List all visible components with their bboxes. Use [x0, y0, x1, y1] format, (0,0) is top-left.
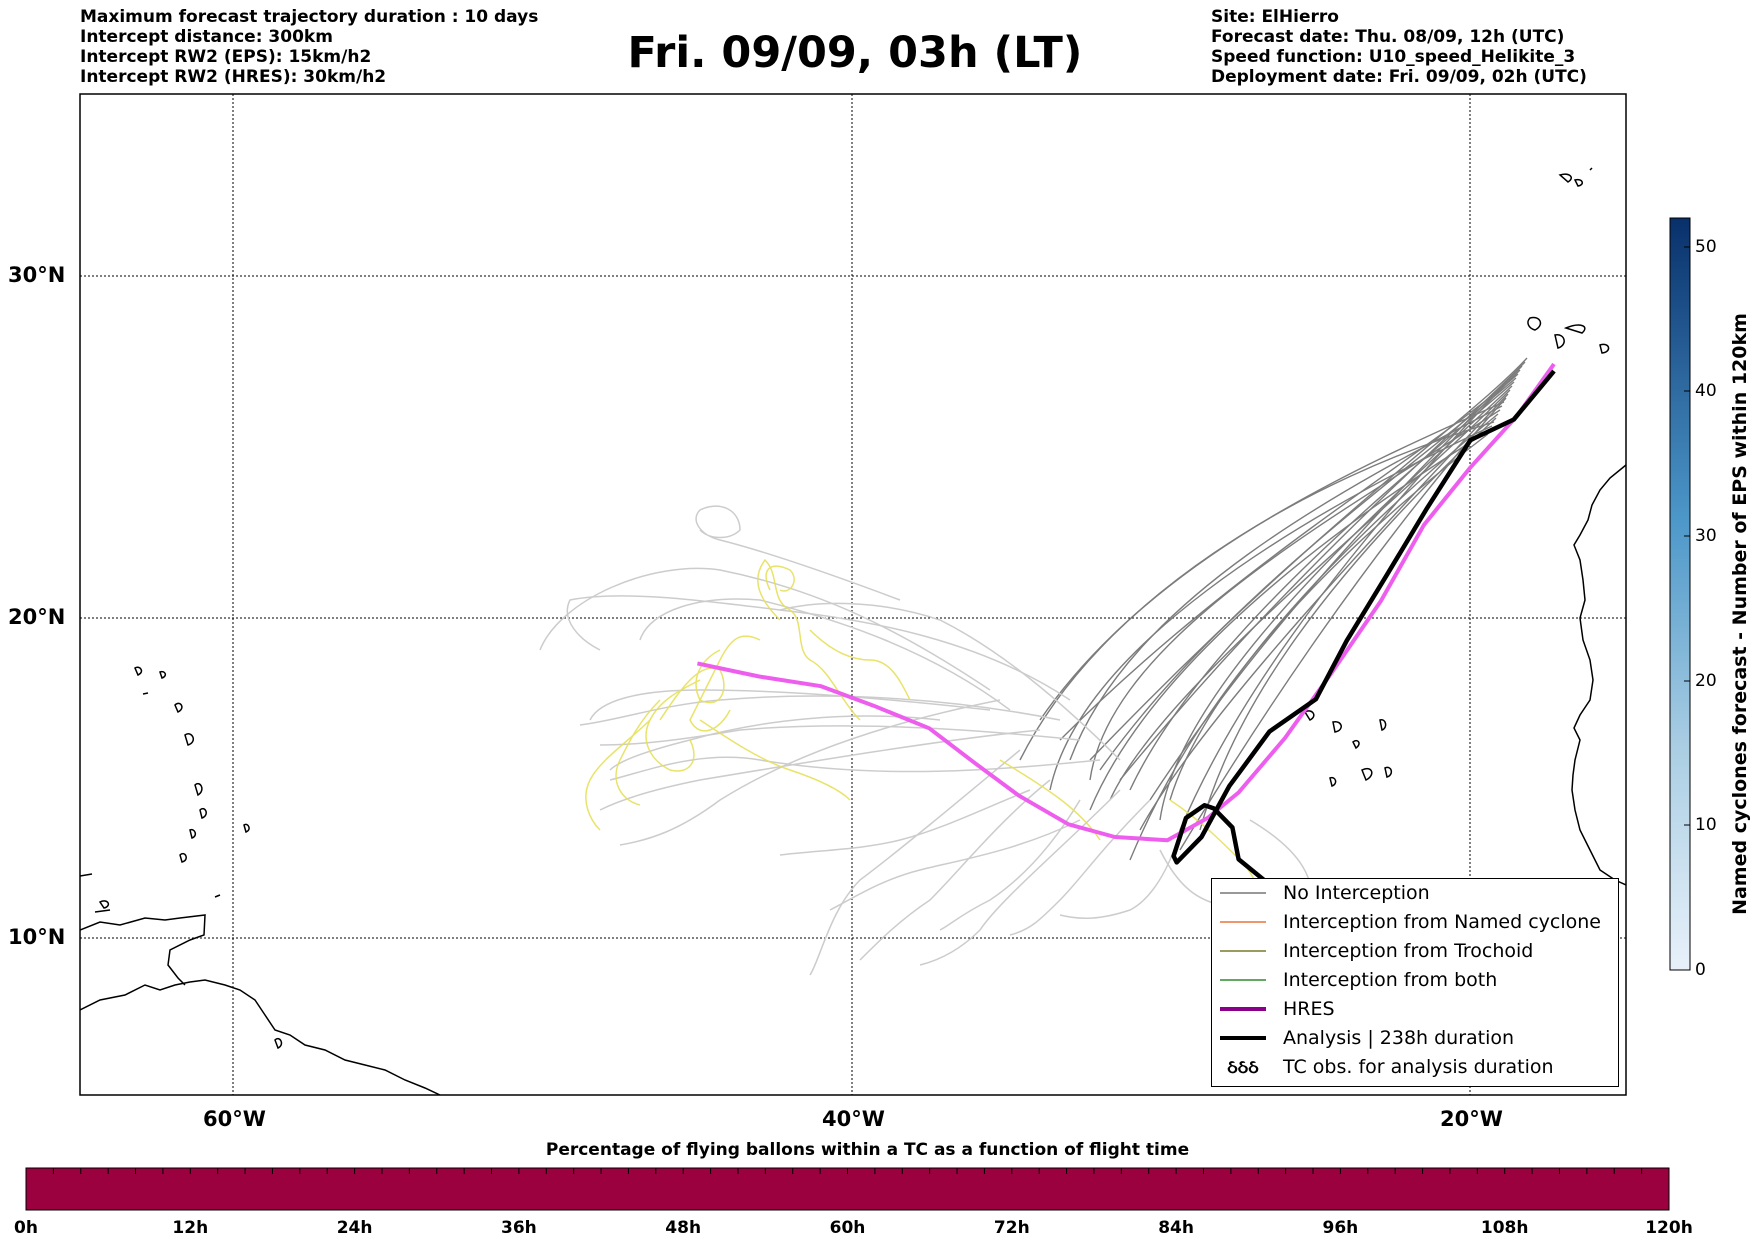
- colorbar-horizontal: [25, 1167, 1670, 1211]
- lesser-antilles: [80, 666, 283, 1049]
- south-america-coast: [80, 979, 441, 1095]
- header-right-line: Forecast date: Thu. 08/09, 12h (UTC): [1211, 27, 1565, 47]
- legend-swatch-analysis: [1220, 1036, 1266, 1040]
- legend-item-no-interception: No Interception: [1220, 881, 1430, 905]
- header-right-info: Site: ElHierro Forecast date: Thu. 08/09…: [1211, 7, 1587, 87]
- canary-islands: [1527, 316, 1610, 354]
- colorbar-vertical-tick-label: 40: [1695, 381, 1717, 401]
- legend-item-tc-obs: ઠઠઠ TC obs. for analysis duration: [1220, 1055, 1554, 1079]
- eps-trajectories-decayed: [539, 505, 1314, 976]
- colorbar-horizontal-tick-label: 120h: [1645, 1218, 1693, 1238]
- header-left-line: Maximum forecast trajectory duration : 1…: [80, 7, 539, 27]
- west-africa-coast: [1571, 464, 1626, 886]
- legend-item-analysis: Analysis | 238h duration: [1220, 1026, 1514, 1050]
- page-title: Fri. 09/09, 03h (LT): [627, 28, 1083, 78]
- header-left-line: Intercept RW2 (HRES): 30km/h2: [80, 67, 387, 87]
- colorbar-horizontal-tick-label: 0h: [14, 1218, 38, 1238]
- lat-label-30n: 30°N: [8, 263, 66, 287]
- legend-item-hres: HRES: [1220, 997, 1335, 1021]
- colorbar-horizontal-tick-label: 12h: [172, 1218, 209, 1238]
- header-left-info: Maximum forecast trajectory duration : 1…: [80, 7, 538, 87]
- lon-label-40w: 40°W: [822, 1107, 885, 1131]
- legend-label: Interception from Trochoid: [1283, 940, 1534, 962]
- legend-label: Interception from Named cyclone: [1283, 911, 1601, 933]
- colorbar-vertical-tick-label: 20: [1695, 671, 1717, 691]
- header-right-line: Speed function: U10_speed_Helikite_3: [1211, 47, 1576, 67]
- colorbar-horizontal-tick-label: 48h: [665, 1218, 702, 1238]
- legend-item-trochoid: Interception from Trochoid: [1220, 939, 1533, 963]
- colorbar-horizontal-tick-label: 108h: [1480, 1218, 1529, 1238]
- trochoid-trajectories: [585, 558, 1259, 891]
- colorbar-vertical-ticks: [1684, 246, 1690, 971]
- colorbar-horizontal-tick-label: 96h: [1322, 1218, 1359, 1238]
- legend-label: HRES: [1283, 998, 1335, 1020]
- colorbar-vertical: [1669, 217, 1691, 971]
- lat-label-20n: 20°N: [8, 605, 66, 629]
- colorbar-horizontal-tick-label: 84h: [1158, 1218, 1194, 1238]
- lat-label-10n: 10°N: [8, 925, 66, 949]
- colorbar-horizontal-title: Percentage of flying ballons within a TC…: [545, 1140, 1190, 1160]
- hres-trajectory: [696, 362, 1556, 843]
- colorbar-horizontal-ticks: [52, 1168, 1643, 1174]
- trinidad-venezuela-coast: [80, 914, 206, 986]
- legend: No Interception Interception from Named …: [1211, 878, 1619, 1087]
- legend-swatch-named-cyclone: [1220, 921, 1266, 923]
- eps-trajectories-no-interception: [1019, 357, 1528, 861]
- plot-border: [79, 93, 1627, 1096]
- header-left-line: Intercept distance: 300km: [80, 27, 333, 47]
- legend-item-named-cyclone: Interception from Named cyclone: [1220, 910, 1601, 934]
- lon-label-20w: 20°W: [1440, 1107, 1503, 1131]
- header-right-line: Deployment date: Fri. 09/09, 02h (UTC): [1211, 67, 1587, 87]
- colorbar-vertical-tick-label: 30: [1695, 526, 1717, 546]
- coastlines: [80, 167, 1626, 1095]
- colorbar-horizontal-tick-label: 72h: [993, 1218, 1030, 1238]
- legend-label: No Interception: [1283, 882, 1430, 904]
- colorbar-horizontal-tick-label: 60h: [829, 1218, 866, 1238]
- colorbar-horizontal-tick-label: 36h: [501, 1218, 537, 1238]
- colorbar-horizontal-tick-label: 24h: [336, 1218, 373, 1238]
- legend-label: Interception from both: [1283, 969, 1498, 991]
- legend-swatch-trochoid: [1220, 950, 1266, 952]
- tc-symbol-icon: ઠઠઠ: [1227, 1056, 1259, 1078]
- legend-swatch-hres: [1220, 1007, 1266, 1011]
- legend-label: Analysis | 238h duration: [1283, 1027, 1515, 1049]
- cape-verde-islands: [1303, 710, 1393, 787]
- colorbar-vertical-tick-label: 0: [1695, 960, 1706, 980]
- legend-label: TC obs. for analysis duration: [1283, 1056, 1554, 1078]
- colorbar-vertical-tick-label: 10: [1695, 815, 1717, 835]
- legend-swatch-no-interception: [1220, 892, 1266, 894]
- lon-label-60w: 60°W: [203, 1107, 266, 1131]
- legend-item-both: Interception from both: [1220, 968, 1497, 992]
- colorbar-vertical-title: Named cyclones forecast - Number of EPS …: [1729, 313, 1751, 915]
- azores-madeira: [1558, 167, 1593, 187]
- colorbar-vertical-tick-label: 50: [1695, 237, 1717, 257]
- header-left-line: Intercept RW2 (EPS): 15km/h2: [80, 47, 372, 67]
- legend-swatch-both: [1220, 979, 1266, 981]
- header-right-line: Site: ElHierro: [1211, 7, 1339, 27]
